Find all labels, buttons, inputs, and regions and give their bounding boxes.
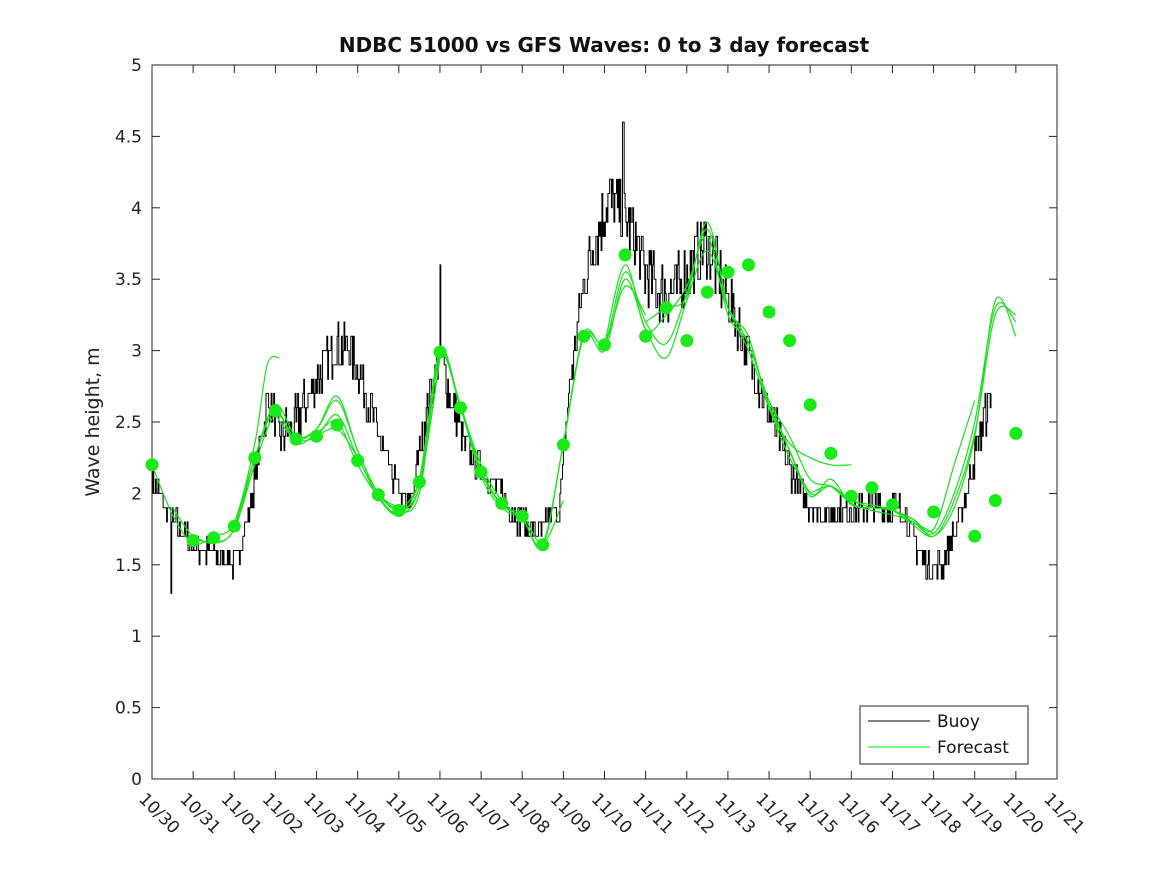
buoy-series bbox=[152, 121, 992, 594]
legend: Buoy Forecast bbox=[859, 705, 1029, 765]
y-tick-label-7: 3.5 bbox=[115, 270, 142, 290]
y-tick-label-10: 5 bbox=[131, 56, 142, 76]
forecast-marker-7 bbox=[289, 432, 303, 446]
forecast-marker-34 bbox=[844, 489, 858, 503]
forecast-marker-6 bbox=[268, 404, 282, 418]
forecast-marker-10 bbox=[351, 454, 365, 468]
forecast-marker-12 bbox=[392, 504, 406, 517]
forecast-marker-23 bbox=[618, 248, 632, 262]
forecast-marker-39 bbox=[988, 494, 1002, 507]
legend-box bbox=[859, 705, 1029, 765]
forecast-marker-30 bbox=[762, 305, 776, 319]
forecast-marker-17 bbox=[495, 496, 509, 510]
forecast-marker-27 bbox=[700, 285, 714, 299]
forecast-marker-31 bbox=[783, 334, 797, 348]
forecast-marker-5 bbox=[248, 451, 262, 465]
forecast-marker-16 bbox=[474, 465, 488, 479]
forecast-marker-19 bbox=[536, 538, 550, 552]
y-tick-label-9: 4.5 bbox=[115, 127, 142, 147]
forecast-marker-26 bbox=[680, 334, 694, 348]
forecast-marker-4 bbox=[227, 519, 241, 533]
forecast-marker-38 bbox=[968, 529, 982, 543]
y-tick-label-0: 0 bbox=[131, 770, 142, 790]
forecast-marker-21 bbox=[577, 329, 591, 343]
forecast-marker-40 bbox=[1009, 426, 1023, 440]
forecast-run-15 bbox=[851, 296, 1017, 538]
legend-buoy-label: Buoy bbox=[937, 712, 980, 732]
forecast-marker-32 bbox=[803, 398, 817, 412]
forecast-marker-13 bbox=[412, 475, 426, 489]
y-axis-label: Wave height, m bbox=[82, 347, 104, 496]
forecast-run-10 bbox=[603, 235, 852, 506]
forecast-marker-9 bbox=[330, 418, 344, 432]
y-tick-label-1: 0.5 bbox=[115, 699, 142, 719]
forecast-run-16 bbox=[892, 305, 1017, 538]
legend-forecast-label: Forecast bbox=[937, 738, 1009, 758]
y-tick-label-2: 1 bbox=[131, 627, 142, 647]
forecast-marker-18 bbox=[515, 509, 529, 523]
forecast-run-11 bbox=[645, 221, 852, 466]
forecast-run-1 bbox=[151, 355, 280, 545]
buoy-line bbox=[152, 121, 992, 594]
y-tick-label-4: 2 bbox=[131, 484, 142, 504]
forecast-marker-33 bbox=[824, 446, 838, 460]
forecast-marker-22 bbox=[598, 338, 611, 352]
forecast-marker-8 bbox=[310, 429, 323, 443]
forecast-marker-28 bbox=[721, 265, 735, 279]
forecast-marker-3 bbox=[207, 531, 221, 545]
forecast-markers bbox=[145, 248, 1023, 552]
y-tick-label-6: 3 bbox=[131, 342, 142, 362]
y-tick-label-5: 2.5 bbox=[115, 413, 142, 433]
forecast-marker-20 bbox=[556, 438, 570, 452]
forecast-marker-25 bbox=[659, 301, 673, 315]
forecast-marker-1 bbox=[145, 458, 159, 472]
y-tick-label-8: 4 bbox=[131, 199, 142, 219]
axes-box bbox=[151, 64, 1058, 780]
forecast-marker-14 bbox=[433, 345, 447, 359]
forecast-marker-24 bbox=[639, 329, 653, 343]
chart-title: NDBC 51000 vs GFS Waves: 0 to 3 day fore… bbox=[339, 33, 870, 57]
y-tick-label-3: 1.5 bbox=[115, 556, 142, 576]
forecast-marker-37 bbox=[927, 505, 941, 519]
forecast-marker-2 bbox=[186, 534, 200, 547]
forecast-marker-11 bbox=[371, 488, 385, 502]
forecast-marker-36 bbox=[886, 498, 899, 512]
forecast-marker-35 bbox=[865, 481, 879, 495]
forecast-marker-29 bbox=[742, 258, 755, 272]
forecast-marker-15 bbox=[454, 401, 467, 415]
